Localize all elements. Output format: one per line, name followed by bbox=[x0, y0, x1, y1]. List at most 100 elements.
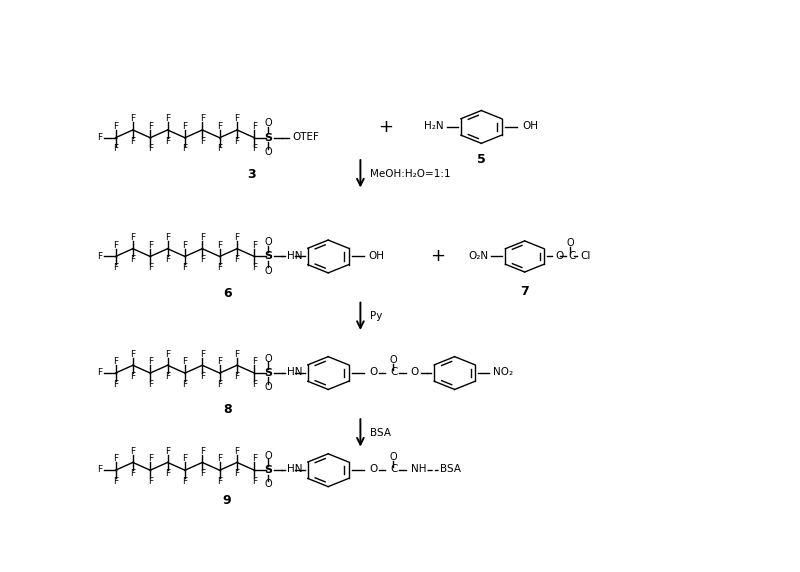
Text: F: F bbox=[148, 380, 153, 389]
Text: BSA: BSA bbox=[440, 464, 462, 474]
Text: F: F bbox=[200, 349, 205, 359]
Text: F: F bbox=[130, 372, 135, 381]
Text: HN: HN bbox=[286, 251, 302, 261]
Text: F: F bbox=[98, 368, 102, 377]
Text: F: F bbox=[252, 358, 257, 366]
Text: F: F bbox=[130, 114, 135, 123]
Text: F: F bbox=[130, 256, 135, 264]
Text: OH: OH bbox=[522, 121, 538, 131]
Text: O: O bbox=[369, 367, 378, 377]
Text: F: F bbox=[234, 137, 239, 146]
Text: F: F bbox=[252, 455, 257, 463]
Text: O: O bbox=[264, 382, 272, 392]
Text: F: F bbox=[182, 145, 187, 153]
Text: O: O bbox=[390, 355, 397, 365]
Text: F: F bbox=[130, 469, 135, 478]
Text: F: F bbox=[148, 145, 153, 153]
Text: F: F bbox=[130, 137, 135, 146]
Text: O: O bbox=[264, 147, 272, 157]
Text: F: F bbox=[217, 263, 222, 272]
Text: F: F bbox=[113, 263, 118, 272]
Text: F: F bbox=[113, 477, 118, 486]
Text: O: O bbox=[390, 452, 397, 462]
Text: F: F bbox=[234, 447, 239, 456]
Text: 5: 5 bbox=[477, 153, 486, 166]
Text: F: F bbox=[217, 122, 222, 131]
Text: F: F bbox=[165, 233, 170, 242]
Text: F: F bbox=[234, 233, 239, 242]
Text: F: F bbox=[130, 233, 135, 242]
Text: F: F bbox=[217, 380, 222, 389]
Text: F: F bbox=[130, 349, 135, 359]
Text: F: F bbox=[113, 241, 118, 250]
Text: 7: 7 bbox=[520, 284, 529, 297]
Text: HN: HN bbox=[286, 367, 302, 377]
Text: S: S bbox=[264, 252, 272, 261]
Text: C: C bbox=[390, 367, 398, 377]
Text: F: F bbox=[182, 263, 187, 272]
Text: H₂N: H₂N bbox=[424, 121, 443, 131]
Text: O: O bbox=[264, 118, 272, 129]
Text: BSA: BSA bbox=[370, 428, 390, 438]
Text: O: O bbox=[264, 354, 272, 364]
Text: F: F bbox=[234, 469, 239, 478]
Text: +: + bbox=[430, 248, 446, 265]
Text: Cl: Cl bbox=[581, 251, 591, 261]
Text: F: F bbox=[98, 133, 102, 142]
Text: F: F bbox=[165, 256, 170, 264]
Text: F: F bbox=[113, 145, 118, 153]
Text: F: F bbox=[98, 465, 102, 474]
Text: F: F bbox=[148, 455, 153, 463]
Text: F: F bbox=[98, 252, 102, 260]
Text: S: S bbox=[264, 465, 272, 475]
Text: MeOH:H₂O=1:1: MeOH:H₂O=1:1 bbox=[370, 169, 450, 179]
Text: F: F bbox=[234, 349, 239, 359]
Text: F: F bbox=[130, 447, 135, 456]
Text: F: F bbox=[252, 263, 257, 272]
Text: F: F bbox=[252, 122, 257, 131]
Text: O: O bbox=[555, 251, 563, 261]
Text: O: O bbox=[264, 451, 272, 461]
Text: F: F bbox=[165, 469, 170, 478]
Text: O: O bbox=[369, 464, 378, 474]
Text: F: F bbox=[217, 477, 222, 486]
Text: 8: 8 bbox=[222, 403, 231, 416]
Text: Py: Py bbox=[370, 311, 382, 321]
Text: F: F bbox=[217, 241, 222, 250]
Text: F: F bbox=[200, 469, 205, 478]
Text: F: F bbox=[252, 380, 257, 389]
Text: F: F bbox=[113, 358, 118, 366]
Text: F: F bbox=[182, 241, 187, 250]
Text: F: F bbox=[252, 145, 257, 153]
Text: F: F bbox=[165, 349, 170, 359]
Text: F: F bbox=[113, 380, 118, 389]
Text: +: + bbox=[378, 118, 393, 136]
Text: F: F bbox=[200, 372, 205, 381]
Text: F: F bbox=[165, 137, 170, 146]
Text: S: S bbox=[264, 368, 272, 378]
Text: O: O bbox=[410, 367, 419, 377]
Text: F: F bbox=[148, 241, 153, 250]
Text: F: F bbox=[234, 114, 239, 123]
Text: F: F bbox=[234, 256, 239, 264]
Text: O₂N: O₂N bbox=[468, 251, 489, 261]
Text: S: S bbox=[264, 133, 272, 143]
Text: F: F bbox=[113, 122, 118, 131]
Text: OH: OH bbox=[369, 251, 385, 261]
Text: HN: HN bbox=[286, 464, 302, 474]
Text: F: F bbox=[234, 372, 239, 381]
Text: O: O bbox=[264, 266, 272, 276]
Text: C: C bbox=[569, 251, 576, 261]
Text: C: C bbox=[390, 464, 398, 474]
Text: O: O bbox=[264, 479, 272, 490]
Text: F: F bbox=[200, 447, 205, 456]
Text: F: F bbox=[200, 233, 205, 242]
Text: F: F bbox=[148, 263, 153, 272]
Text: F: F bbox=[182, 358, 187, 366]
Text: F: F bbox=[113, 455, 118, 463]
Text: NO₂: NO₂ bbox=[493, 367, 514, 377]
Text: F: F bbox=[200, 256, 205, 264]
Text: F: F bbox=[252, 477, 257, 486]
Text: O: O bbox=[264, 237, 272, 247]
Text: F: F bbox=[200, 137, 205, 146]
